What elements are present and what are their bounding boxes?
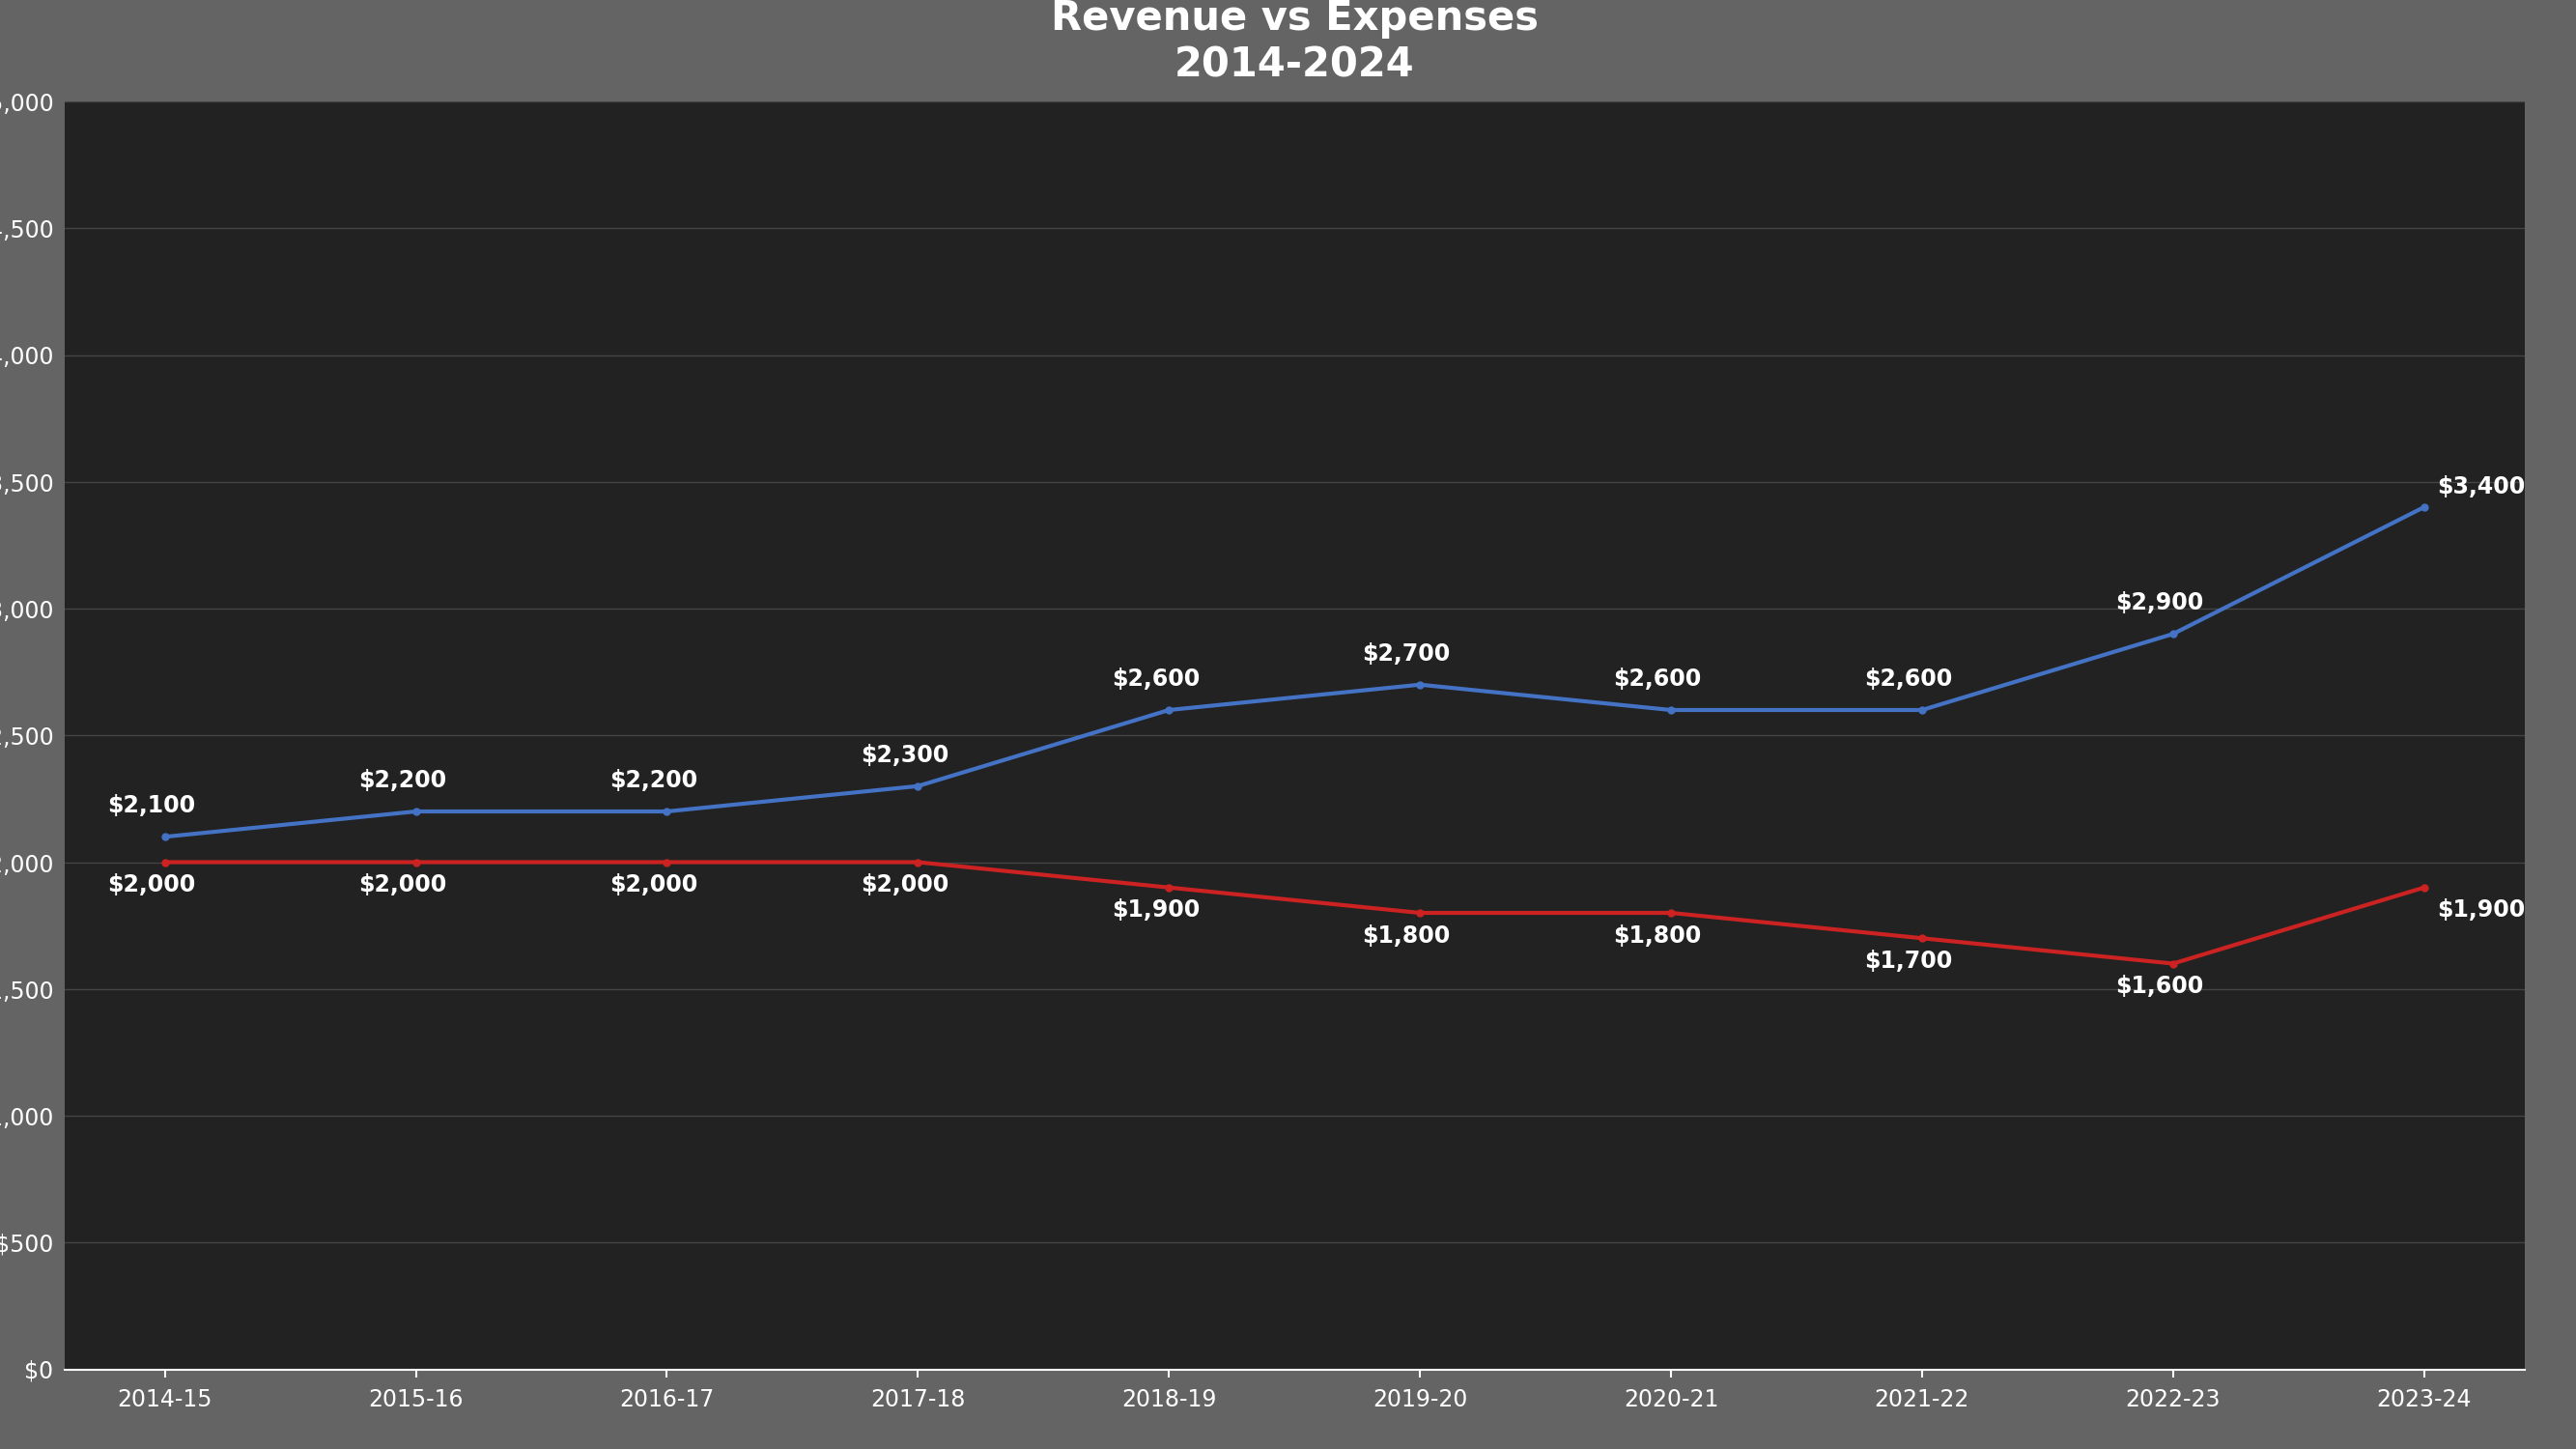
Text: $1,600: $1,600 <box>2115 975 2202 998</box>
Revenue <box>149 829 180 846</box>
Expenses <box>902 853 933 871</box>
Text: $2,200: $2,200 <box>358 769 446 793</box>
Revenue <box>1656 701 1687 719</box>
Text: $1,700: $1,700 <box>1865 949 1953 972</box>
Line: Expenses: Expenses <box>162 859 2427 966</box>
Revenue <box>1404 675 1435 694</box>
Text: $2,600: $2,600 <box>1613 668 1703 691</box>
Text: $2,600: $2,600 <box>1865 668 1953 691</box>
Expenses <box>149 853 180 871</box>
Revenue <box>399 803 430 820</box>
Expenses <box>1404 904 1435 922</box>
Expenses <box>1906 930 1937 948</box>
Expenses <box>1656 904 1687 922</box>
Title: Revenue vs Expenses
2014-2024: Revenue vs Expenses 2014-2024 <box>1051 0 1538 85</box>
Text: $3,400: $3,400 <box>2437 475 2524 498</box>
Expenses <box>399 853 430 871</box>
Text: $2,900: $2,900 <box>2115 591 2202 614</box>
Text: $1,900: $1,900 <box>1110 898 1200 922</box>
Text: $1,800: $1,800 <box>1613 924 1703 948</box>
Revenue <box>652 803 683 820</box>
Revenue <box>1154 701 1185 719</box>
Text: $2,000: $2,000 <box>611 874 698 897</box>
Expenses <box>652 853 683 871</box>
Revenue <box>2409 498 2439 516</box>
Revenue <box>2159 626 2190 643</box>
Text: $2,000: $2,000 <box>358 874 446 897</box>
Text: $2,000: $2,000 <box>860 874 948 897</box>
Expenses <box>2159 955 2190 972</box>
Expenses <box>2409 878 2439 895</box>
Text: $2,600: $2,600 <box>1110 668 1200 691</box>
Text: $2,000: $2,000 <box>108 874 196 897</box>
Text: $2,200: $2,200 <box>611 769 698 793</box>
Expenses <box>1154 878 1185 895</box>
Revenue <box>902 777 933 794</box>
Text: $1,900: $1,900 <box>2437 898 2524 922</box>
Revenue <box>1906 701 1937 719</box>
Text: $2,300: $2,300 <box>860 743 948 767</box>
Text: $2,700: $2,700 <box>1363 642 1450 665</box>
Text: $1,800: $1,800 <box>1363 924 1450 948</box>
Line: Revenue: Revenue <box>162 504 2427 840</box>
Text: $2,100: $2,100 <box>108 794 196 817</box>
